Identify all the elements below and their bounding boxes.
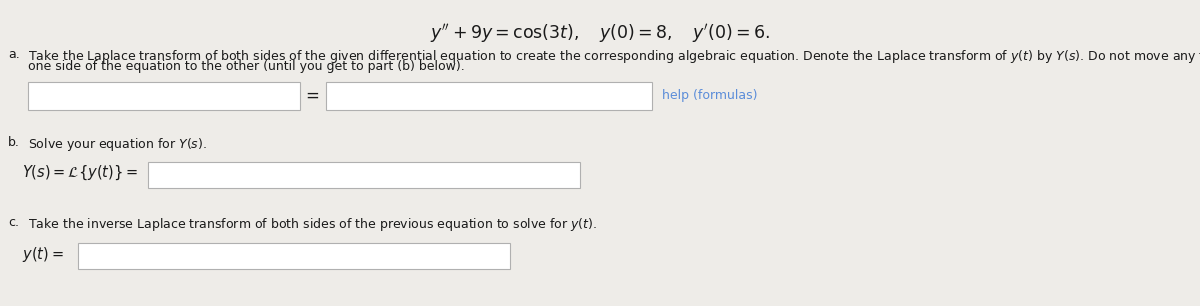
Text: $Y(s) = \mathcal{L}\{y(t)\} =$: $Y(s) = \mathcal{L}\{y(t)\} =$ (22, 164, 138, 182)
Text: help (formulas): help (formulas) (662, 89, 757, 103)
Text: Take the inverse Laplace transform of both sides of the previous equation to sol: Take the inverse Laplace transform of bo… (28, 216, 598, 233)
Text: $y'' + 9y = \cos(3t), \quad y(0) = 8, \quad y'(0) = 6.$: $y'' + 9y = \cos(3t), \quad y(0) = 8, \q… (430, 22, 770, 45)
Text: c.: c. (8, 216, 19, 229)
Text: Solve your equation for $Y(s)$.: Solve your equation for $Y(s)$. (28, 136, 208, 153)
Text: one side of the equation to the other (until you get to part (b) below).: one side of the equation to the other (u… (28, 60, 464, 73)
Text: b.: b. (8, 136, 20, 149)
FancyBboxPatch shape (148, 162, 580, 188)
Text: =: = (305, 87, 319, 105)
Text: $y(t) =$: $y(t) =$ (22, 244, 64, 263)
FancyBboxPatch shape (326, 82, 652, 110)
FancyBboxPatch shape (28, 82, 300, 110)
Text: a.: a. (8, 48, 19, 61)
FancyBboxPatch shape (78, 243, 510, 269)
Text: Take the Laplace transform of both sides of the given differential equation to c: Take the Laplace transform of both sides… (28, 48, 1200, 65)
